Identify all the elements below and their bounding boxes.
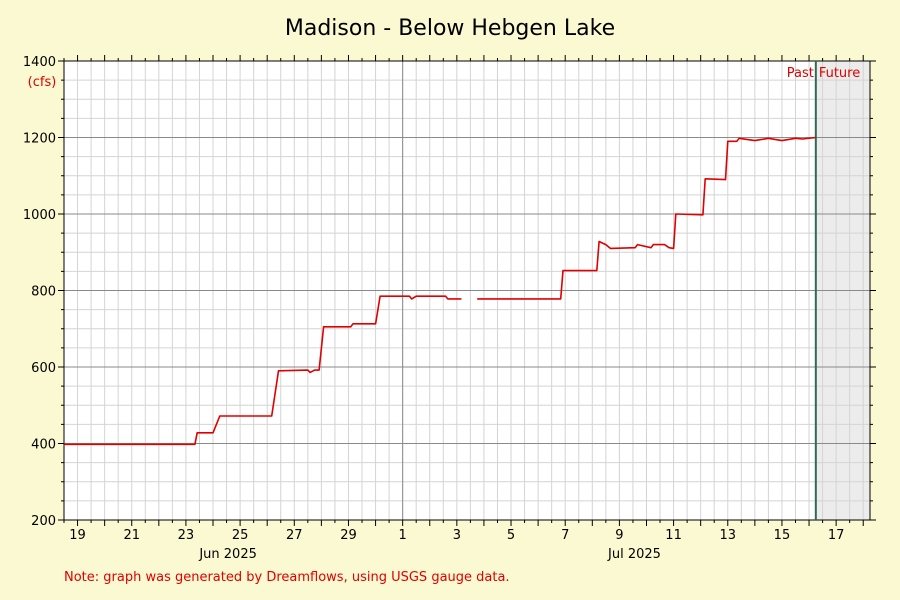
past-label: Past [787,66,814,81]
x-tick-label: 27 [286,528,303,543]
flow-series-line [477,136,816,300]
x-tick-label: 23 [178,528,195,543]
y-tick-label: 600 [31,361,56,376]
y-tick-label: 1400 [23,55,56,70]
y-tick-label: 1000 [23,208,56,223]
x-tick-label: 21 [123,528,140,543]
y-tick-label: 200 [31,514,56,529]
y-tick-label: 800 [31,285,56,300]
x-tick-label: 5 [507,528,515,543]
x-tick-label: 25 [232,528,249,543]
source-note: Note: graph was generated by Dreamflows,… [64,570,510,585]
x-month-label: Jul 2025 [607,547,661,562]
chart-title: Madison - Below Hebgen Lake [285,16,615,41]
y-axis-unit-label: (cfs) [28,75,57,90]
x-tick-label: 29 [340,528,357,543]
x-tick-label: 9 [615,528,623,543]
x-tick-label: 13 [719,528,736,543]
x-tick-label: 19 [69,528,86,543]
x-tick-label: 11 [665,528,682,543]
x-tick-label: 17 [828,528,845,543]
y-tick-label: 1200 [23,132,56,147]
y-tick-label: 400 [31,438,56,453]
flow-series-line [64,295,462,446]
future-label: Future [819,66,860,81]
x-tick-label: 3 [453,528,461,543]
x-tick-label: 1 [399,528,407,543]
x-tick-label: 7 [561,528,569,543]
x-month-label: Jun 2025 [198,547,257,562]
x-tick-label: 15 [774,528,791,543]
